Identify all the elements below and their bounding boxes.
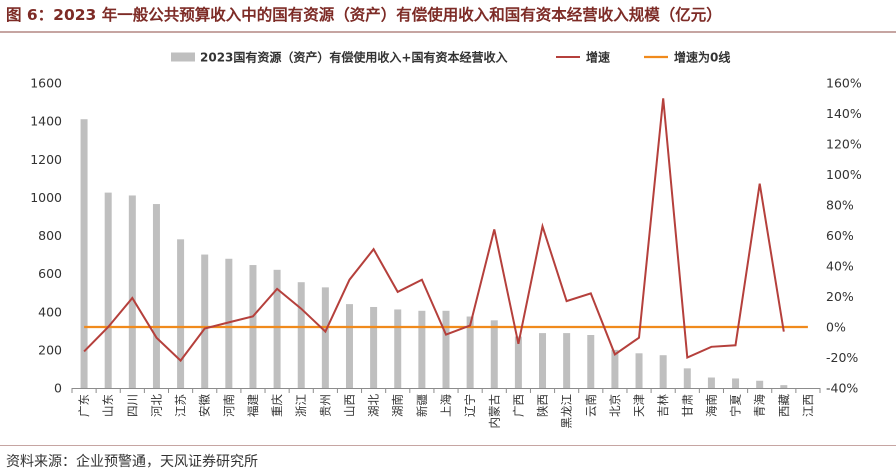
bar (756, 380, 764, 388)
x-tick-label: 河北 (149, 394, 163, 417)
bar (539, 333, 547, 388)
x-tick-label: 北京 (608, 394, 622, 417)
x-tick-label: 陕西 (536, 394, 550, 417)
x-tick-label: 浙江 (294, 394, 308, 417)
legend-label: 增速为0线 (674, 50, 730, 65)
bar (321, 287, 329, 388)
x-tick-label: 福建 (246, 394, 260, 417)
bar (345, 304, 353, 388)
x-tick-label: 江苏 (174, 394, 188, 417)
y-right-tick-label: 100% (826, 167, 862, 182)
x-tick-label: 贵州 (318, 394, 332, 417)
y-right-tick-label: 0% (826, 320, 846, 335)
y-left-tick-label: 0 (54, 381, 62, 396)
y-right-tick-label: 160% (826, 76, 862, 91)
x-tick-label: 山东 (101, 394, 115, 417)
y-left-tick-label: 400 (38, 304, 62, 319)
y-axis-left: 0 200 400 600 800 1000 1200 1400 1600 (30, 76, 62, 396)
bar (780, 385, 788, 388)
x-tick-label: 广西 (511, 394, 525, 417)
legend-label: 增速 (586, 50, 610, 65)
y-right-tick-label: 60% (826, 228, 854, 243)
bar (273, 269, 281, 388)
bar (394, 309, 402, 388)
bar (611, 349, 619, 388)
y-left-tick-label: 200 (38, 342, 62, 357)
x-tick-label: 西藏 (777, 394, 791, 417)
bar (152, 204, 160, 388)
bar (563, 333, 571, 388)
x-tick-label: 重庆 (270, 394, 284, 417)
growth-line-series (83, 98, 785, 363)
y-right-tick-label: 20% (826, 289, 854, 304)
bar (442, 310, 450, 388)
y-left-tick-label: 1600 (30, 76, 62, 91)
x-tick-label: 天津 (632, 394, 646, 417)
y-right-tick-label: 120% (826, 137, 862, 152)
x-tick-label: 海南 (704, 394, 718, 417)
y-right-tick-label: 80% (826, 198, 854, 213)
x-tick-label: 河南 (222, 394, 236, 417)
bar (418, 310, 426, 388)
bar (659, 355, 667, 388)
bar (707, 377, 715, 388)
x-tick-label: 甘肃 (680, 394, 694, 417)
source-divider (0, 445, 896, 446)
bar (104, 192, 112, 388)
bar (297, 282, 305, 388)
bar (490, 320, 498, 388)
source-note: 资料来源：企业预警通，天风证券研究所 (6, 454, 258, 470)
y-left-tick-label: 1400 (30, 114, 62, 129)
bar (514, 336, 522, 388)
bar (466, 316, 474, 388)
x-tick-label: 新疆 (415, 394, 429, 417)
x-tick-label: 吉林 (656, 394, 670, 417)
bar (635, 353, 643, 388)
figure-title: 图 6：2023 年一般公共预算收入中的国有资源（资产）有偿使用收入和国有资本经… (6, 6, 722, 24)
bar (128, 195, 136, 388)
bar (732, 378, 740, 388)
y-left-tick-label: 1000 (30, 190, 62, 205)
x-tick-label: 青海 (753, 394, 767, 417)
chart-area: 2023国有资源（资产）有偿使用收入+国有资本经营收入 增速 增速为0线 0 200 4… (30, 50, 862, 429)
x-tick-label: 安徽 (198, 394, 212, 417)
y-right-tick-label: -40% (826, 381, 858, 396)
x-tick-label: 湖北 (367, 394, 381, 417)
y-left-tick-label: 800 (38, 228, 62, 243)
x-tick-label: 广东 (77, 394, 91, 417)
growth-line (83, 98, 785, 363)
x-tick-label: 宁夏 (729, 394, 743, 417)
x-axis: 广东 山东 四川 河北 江苏 安徽 河南 福建 重庆 浙江 贵州 山西 湖北 湖南 新疆 上海 辽宁 内蒙古 广西陕… (71, 388, 821, 429)
legend-bar-swatch (171, 52, 195, 62)
legend-label: 2023国有资源（资产）有偿使用收入+国有资本经营收入 (200, 50, 507, 65)
x-tick-label: 内蒙古 (487, 394, 501, 429)
y-right-tick-label: -20% (826, 350, 858, 365)
legend: 2023国有资源（资产）有偿使用收入+国有资本经营收入 增速 增速为0线 (171, 50, 730, 65)
bar (683, 368, 691, 388)
y-axis-right: -40% -20% 0% 20% 40% 60% 80% 100% 120% 140% 160% (826, 76, 862, 396)
bar (587, 335, 595, 388)
bar (201, 254, 209, 388)
bar-series (80, 119, 788, 388)
x-tick-label: 四川 (125, 394, 139, 417)
bar (80, 119, 88, 388)
y-left-tick-label: 600 (38, 266, 62, 281)
x-tick-label: 黑龙江 (560, 394, 574, 429)
x-tick-label: 辽宁 (463, 394, 477, 417)
x-tick-label: 云南 (584, 394, 598, 417)
y-left-tick-label: 1200 (30, 152, 62, 167)
bar (177, 239, 185, 388)
y-right-tick-label: 40% (826, 259, 854, 274)
y-right-tick-label: 140% (826, 106, 862, 121)
x-tick-label: 江西 (801, 394, 815, 417)
x-tick-label: 山西 (342, 394, 356, 417)
x-tick-label: 湖南 (391, 394, 405, 417)
title-divider (0, 31, 896, 33)
x-tick-label: 上海 (439, 394, 453, 417)
bar (370, 306, 378, 388)
